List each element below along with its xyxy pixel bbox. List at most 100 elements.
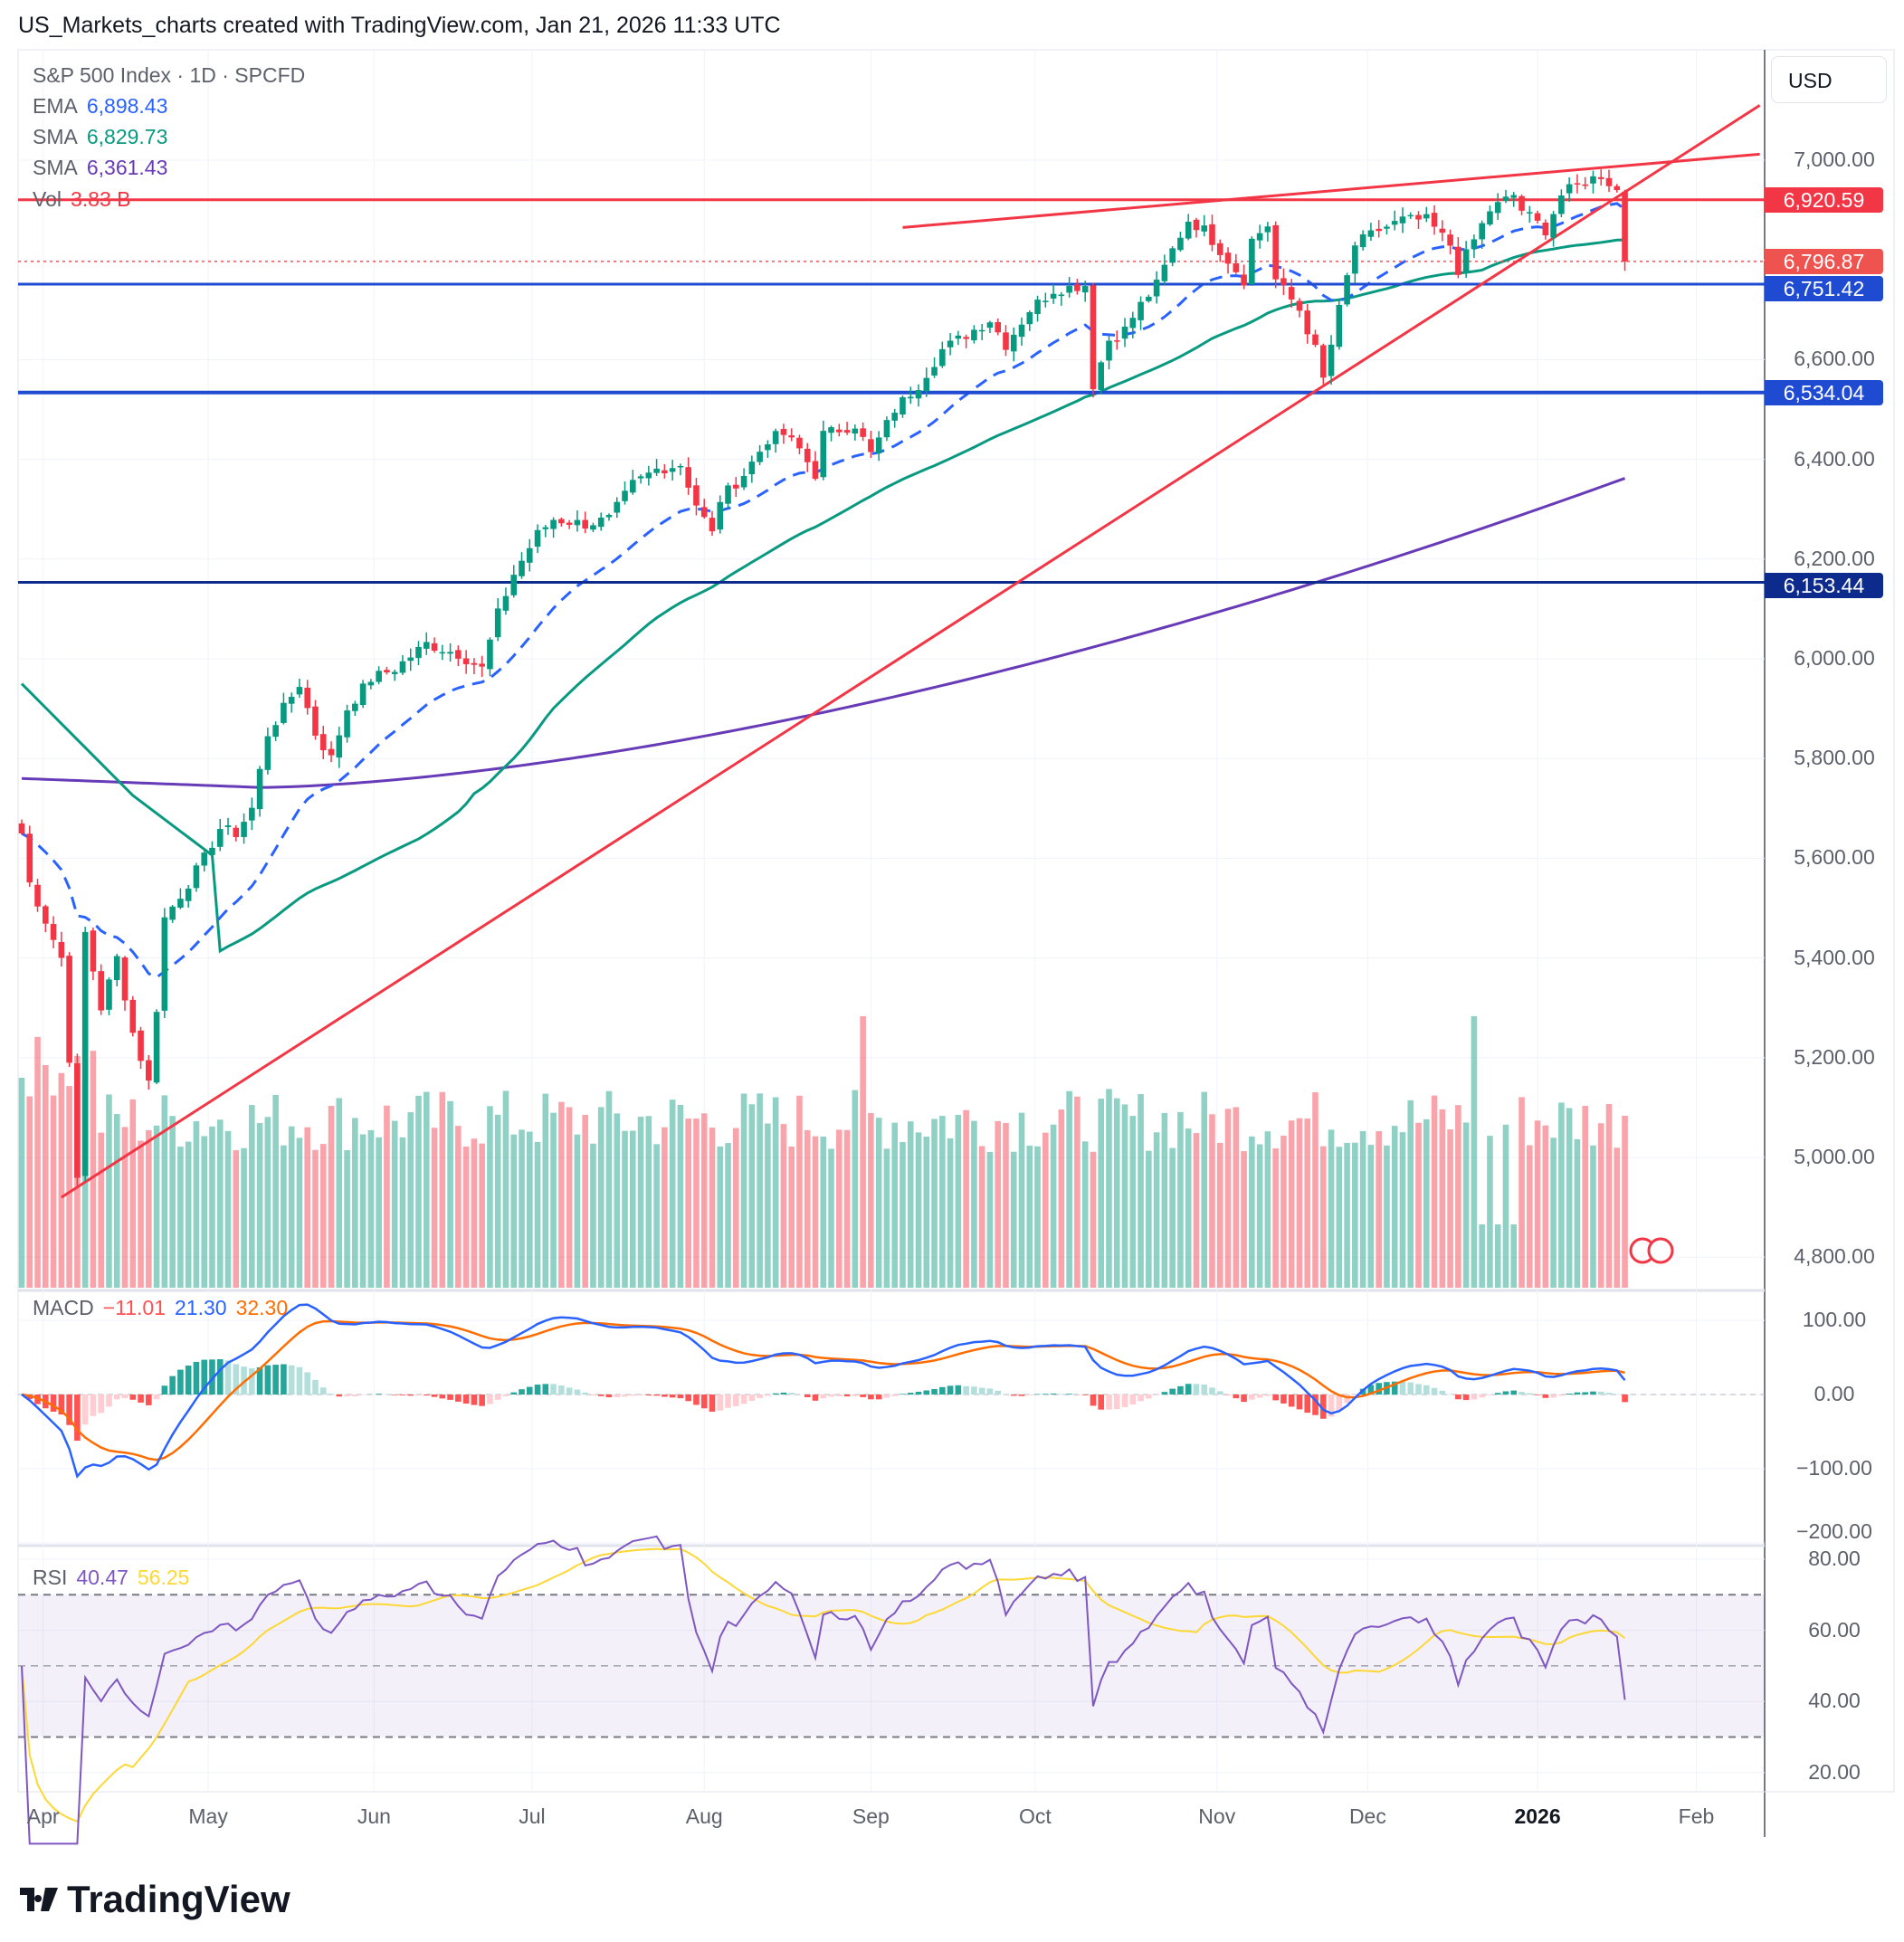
candle-body — [852, 428, 859, 434]
candle-body — [1439, 228, 1446, 233]
macd-histogram-bar — [352, 1395, 358, 1396]
volume-bar — [971, 1120, 977, 1288]
macd-histogram-bar — [772, 1393, 779, 1395]
macd-histogram-bar — [519, 1389, 525, 1395]
volume-bar — [875, 1118, 882, 1288]
macd-histogram-bar — [1328, 1395, 1335, 1417]
volume-bar — [677, 1104, 684, 1288]
volume-bar — [923, 1137, 930, 1288]
macd-histogram-bar — [1169, 1388, 1176, 1395]
chart-title: US_Markets_charts created with TradingVi… — [18, 13, 781, 38]
candle-body — [106, 979, 112, 1010]
candle-body — [1312, 334, 1319, 346]
sma50-legend[interactable]: SMA 6,829.73 — [33, 125, 176, 149]
candle-body — [367, 681, 375, 686]
sma200-legend[interactable]: SMA 6,361.43 — [33, 156, 176, 180]
macd-histogram-bar — [677, 1395, 684, 1399]
candle-body — [1462, 249, 1470, 273]
candle-body — [415, 646, 422, 659]
volume-bar — [26, 1096, 33, 1288]
volume-bar — [828, 1148, 834, 1288]
macd-histogram-bar — [1098, 1395, 1105, 1410]
macd-histogram-bar — [1510, 1390, 1518, 1395]
macd-histogram-bar — [66, 1395, 72, 1425]
candle-body — [828, 427, 834, 433]
volume-bar — [978, 1146, 985, 1288]
candle-body — [820, 431, 827, 478]
volume-bar — [391, 1120, 398, 1288]
macd-histogram-bar — [717, 1395, 724, 1411]
macd-histogram-bar — [462, 1395, 470, 1404]
macd-histogram-bar — [336, 1395, 343, 1397]
candle-body — [201, 852, 208, 866]
candle-body — [1296, 300, 1303, 311]
volume-bar — [423, 1091, 430, 1288]
volume-bar — [1003, 1122, 1009, 1288]
volume-bar — [1169, 1147, 1176, 1288]
macd-histogram-bar — [1494, 1393, 1501, 1395]
candle-body — [471, 662, 478, 665]
macd-histogram-bar — [1479, 1395, 1485, 1398]
macd-axis-label: 100.00 — [1802, 1308, 1867, 1331]
ema-legend[interactable]: EMA 6,898.43 — [33, 94, 176, 119]
symbol-legend[interactable]: S&P 500 Index · 1D · SPCFD — [33, 63, 314, 88]
macd-histogram-bar — [1121, 1395, 1128, 1407]
volume-bar — [177, 1147, 184, 1288]
volume-bar — [1010, 1151, 1017, 1288]
macd-axis-label: −200.00 — [1796, 1519, 1872, 1543]
macd-histogram-bar — [1201, 1385, 1208, 1395]
volume-legend[interactable]: Vol 3.83 B — [33, 187, 139, 212]
macd-histogram-bar — [852, 1395, 859, 1396]
candle-body — [677, 465, 684, 468]
candle-body — [1415, 214, 1422, 220]
candle-body — [249, 807, 255, 821]
macd-histogram-bar — [1415, 1384, 1422, 1395]
macd-histogram-bar — [209, 1359, 215, 1395]
candle-body — [336, 735, 343, 758]
tradingview-logo[interactable]: TradingView — [20, 1878, 290, 1921]
macd-histogram-bar — [709, 1395, 716, 1412]
macd-legend[interactable]: MACD −11.01 21.30 32.30 — [33, 1296, 297, 1320]
candle-body — [566, 522, 573, 525]
macd-histogram-bar — [281, 1364, 287, 1395]
volume-bar — [241, 1147, 247, 1288]
volume-bar — [1590, 1145, 1596, 1288]
rsi-legend[interactable]: RSI 40.47 56.25 — [33, 1566, 198, 1590]
candle-body — [185, 888, 192, 901]
candle-body — [637, 476, 644, 479]
candle-body — [1074, 284, 1081, 291]
candle-body — [233, 827, 240, 837]
candle-body — [1233, 262, 1240, 272]
candle-body — [1081, 286, 1089, 293]
rsi-band — [18, 1595, 1765, 1737]
trendline — [61, 104, 1761, 1199]
volume-bar — [447, 1100, 453, 1288]
volume-bar — [510, 1134, 518, 1288]
volume-bar — [1605, 1104, 1613, 1288]
volume-bar — [193, 1121, 200, 1288]
time-label: Nov — [1198, 1804, 1236, 1828]
volume-bar — [900, 1142, 906, 1288]
macd-histogram-bar — [582, 1392, 588, 1395]
candle-body — [121, 957, 129, 1001]
volume-bar — [995, 1120, 1002, 1288]
macd-histogram-bar — [81, 1395, 89, 1425]
macd-histogram-bar — [153, 1395, 160, 1400]
macd-histogram-bar — [1399, 1381, 1406, 1395]
volume-bar — [1471, 1016, 1478, 1288]
time-label: Sep — [852, 1804, 890, 1828]
price-level-tag: 6,534.04 — [1765, 379, 1883, 405]
rsi-axis-label: 40.00 — [1808, 1689, 1861, 1713]
volume-bar — [376, 1137, 382, 1288]
candle-body — [1121, 326, 1128, 339]
volume-bar — [891, 1122, 898, 1288]
sma50-line — [20, 238, 1625, 954]
candle-body — [1169, 248, 1176, 263]
volume-bar — [597, 1107, 605, 1288]
macd-histogram-bar — [447, 1395, 453, 1400]
candle-body — [359, 683, 367, 706]
candle-body — [662, 470, 668, 474]
currency-button[interactable]: USD — [1771, 56, 1887, 103]
candle-body — [1216, 243, 1223, 255]
